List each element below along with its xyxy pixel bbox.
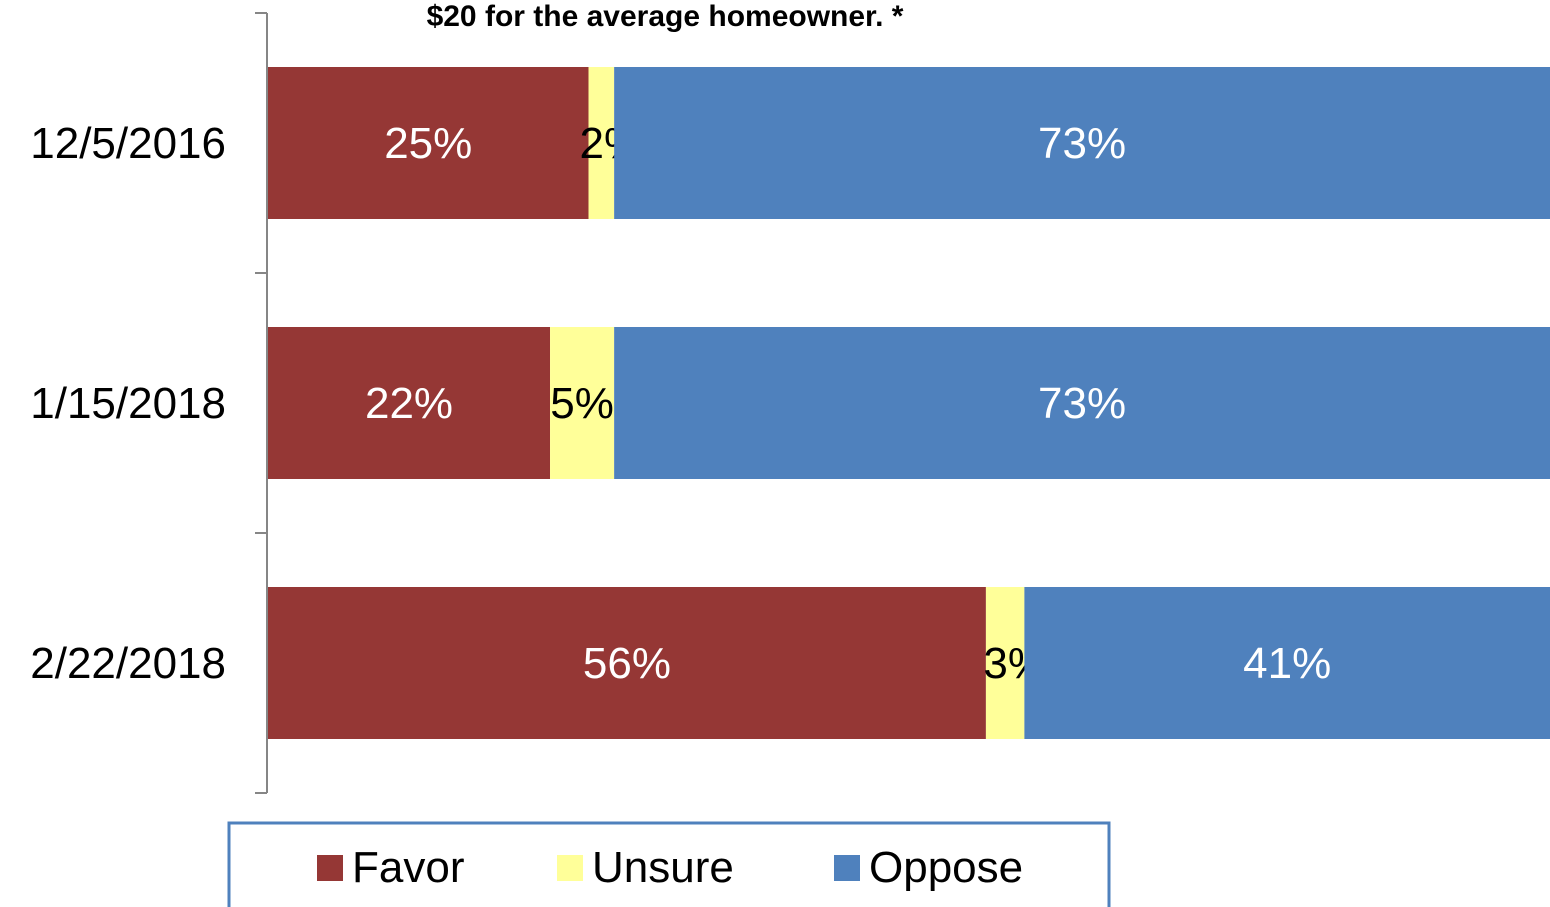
data-label: 25% xyxy=(384,119,472,168)
chart-title: $20 for the average homeowner. * xyxy=(427,0,904,33)
data-label: 22% xyxy=(365,379,453,428)
data-label: 5% xyxy=(550,379,614,428)
bar-oppose xyxy=(614,327,1550,479)
bar-favor xyxy=(268,67,589,219)
data-label: 73% xyxy=(1038,119,1126,168)
legend-swatch-favor xyxy=(317,855,343,881)
category-label: 12/5/2016 xyxy=(30,119,226,168)
legend-swatch-oppose xyxy=(834,855,860,881)
legend-label-oppose: Oppose xyxy=(869,843,1023,892)
bar-unsure xyxy=(550,327,615,479)
legend-frame xyxy=(227,821,1111,907)
bars-group: 25% 2% 73%22% 5% 73%56% 3% 41% xyxy=(268,67,1550,739)
bar-unsure xyxy=(985,587,1025,739)
legend-swatch-unsure xyxy=(557,855,583,881)
category-label: 2/22/2018 xyxy=(30,639,226,688)
bar-oppose xyxy=(1024,587,1550,739)
category-label: 1/15/2018 xyxy=(30,379,226,428)
legend: Favor Unsure Oppose xyxy=(227,821,1111,907)
category-labels: 12/5/2016 1/15/2018 2/22/2018 xyxy=(30,119,226,688)
bar-favor xyxy=(268,587,986,739)
legend-label-favor: Favor xyxy=(352,843,464,892)
data-label: 56% xyxy=(583,639,671,688)
legend-label-unsure: Unsure xyxy=(592,843,734,892)
bar-unsure xyxy=(588,67,615,219)
category-axis xyxy=(255,12,268,794)
bar-favor xyxy=(268,327,551,479)
data-label: 73% xyxy=(1038,379,1126,428)
bar-oppose xyxy=(614,67,1550,219)
data-label: 41% xyxy=(1243,639,1331,688)
